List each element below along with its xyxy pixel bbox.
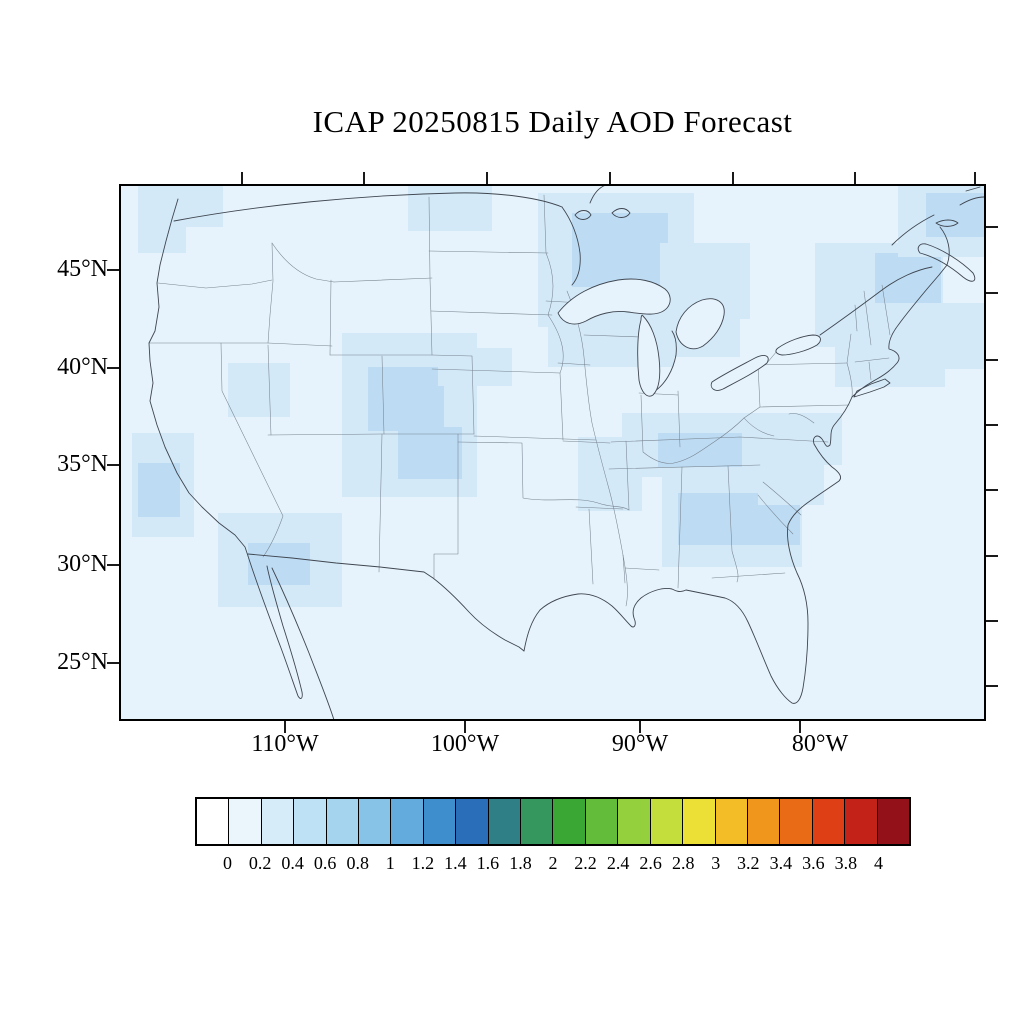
lat-label-35n: 35°N [57, 451, 108, 477]
colorbar-cell [197, 799, 230, 844]
colorbar-cell [650, 799, 684, 844]
colorbar-tick-label: 1.4 [444, 853, 467, 873]
lon-label-80w: 80°W [791, 731, 849, 757]
lat-label-45n: 45°N [57, 256, 108, 282]
lon-label-90w: 90°W [611, 731, 669, 757]
great-lakes-layer [557, 278, 821, 397]
colorbar-tick-label: 3.6 [802, 853, 825, 873]
lat-label-25n: 25°N [57, 649, 108, 675]
axis-ticks [107, 172, 998, 733]
colorbar-cell [261, 799, 295, 844]
lat-label-40n: 40°N [57, 354, 108, 380]
colorbar-cell [812, 799, 846, 844]
colorbar: 0 0.2 0.4 0.6 0.8 1 1.2 1.4 1.6 1.8 2 2.2 2.4 2.6 2.8 3… [195, 797, 911, 874]
colorbar-cell [488, 799, 522, 844]
coastline-layer [148, 185, 985, 720]
colorbar-tick-label: 2.2 [574, 853, 597, 873]
colorbar-tick-label: 3.8 [834, 853, 858, 873]
colorbar-tick-label: 0.4 [281, 853, 304, 873]
colorbar-tick-label: 1.8 [509, 853, 532, 873]
colorbar-tick-label: 2 [548, 853, 558, 873]
colorbar-tick-label: 4 [873, 853, 883, 873]
colorbar-cell [747, 799, 781, 844]
colorbar-cell [683, 799, 716, 844]
colorbar-tick-label: 1 [385, 853, 395, 873]
colorbar-tick-label: 0.6 [313, 853, 337, 873]
colorbar-cell [585, 799, 619, 844]
colorbar-tick-labels: 0 0.2 0.4 0.6 0.8 1 1.2 1.4 1.6 1.8 2 2.2 2.4 2.6 2.8 3… [195, 853, 911, 874]
map-frame [119, 184, 986, 721]
colorbar-tick-label: 2.8 [671, 853, 695, 873]
colorbar-cell [359, 799, 392, 844]
colorbar-tick-label: 0.8 [346, 853, 369, 873]
colorbar-tick-label: 2.6 [639, 853, 662, 873]
colorbar-cell [294, 799, 327, 844]
colorbar-cell [423, 799, 457, 844]
colorbar-cell [456, 799, 489, 844]
colorbar-tick-label: 3.4 [769, 853, 793, 873]
colorbar-cell [715, 799, 748, 844]
colorbar-tick-label: 0 [223, 853, 233, 873]
forecast-map [107, 172, 998, 733]
colorbar-tick-label: 1.6 [476, 853, 500, 873]
colorbar-cell [229, 799, 262, 844]
colorbar-tick-label: 1.2 [411, 853, 435, 873]
colorbar-cell [845, 799, 878, 844]
colorbar-tick-label: 2.4 [606, 853, 630, 873]
colorbar-tick-label: 3 [711, 853, 721, 873]
colorbar-cells [195, 797, 911, 846]
figure-title: ICAP 20250815 Daily AOD Forecast [312, 104, 793, 139]
colorbar-cell [553, 799, 586, 844]
state-borders-layer [148, 194, 891, 607]
lon-label-110w: 110°W [251, 731, 319, 757]
colorbar-cell [780, 799, 813, 844]
colorbar-tick-label: 3.2 [737, 853, 760, 873]
colorbar-cell [521, 799, 554, 844]
colorbar-tick-label: 0.2 [248, 853, 272, 873]
lat-label-30n: 30°N [57, 551, 108, 577]
colorbar-cell [391, 799, 424, 844]
colorbar-cell [618, 799, 651, 844]
colorbar-cell [326, 799, 360, 844]
colorbar-cell [877, 799, 909, 844]
lon-label-100w: 100°W [430, 731, 500, 757]
